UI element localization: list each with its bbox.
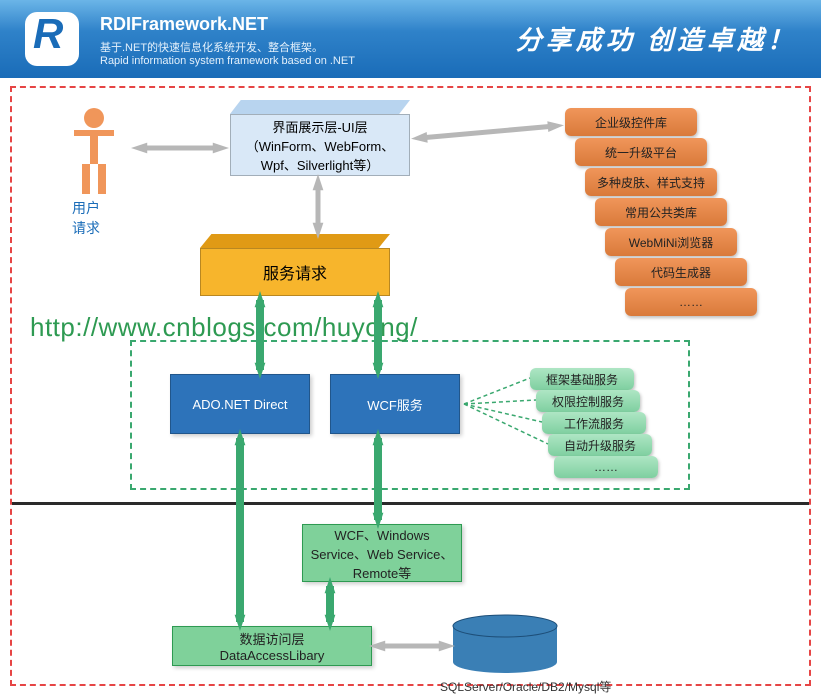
mint-pill: 权限控制服务 xyxy=(536,390,640,412)
logo-icon xyxy=(25,12,79,66)
ui-layer-box: 界面展示层-UI层（WinForm、WebForm、Wpf、Silverligh… xyxy=(230,100,410,176)
service-request-box: 服务请求 xyxy=(200,234,390,296)
data-access-layer-box: 数据访问层DataAccessLibary xyxy=(172,626,372,666)
user-icon xyxy=(64,106,124,196)
wcf-service-box: WCF服务 xyxy=(330,374,460,434)
mint-pill: 框架基础服务 xyxy=(530,368,634,390)
service-request-label: 服务请求 xyxy=(200,248,390,296)
user-label: 用户请求 xyxy=(72,198,100,238)
ui-layer-label: 界面展示层-UI层（WinForm、WebForm、Wpf、Silverligh… xyxy=(230,114,410,176)
title-sub2: Rapid information system framework based… xyxy=(100,55,355,67)
header: RDIFramework.NET 基于.NET的快速信息化系统开发、整合框架。 … xyxy=(0,0,821,78)
orange-pill: 代码生成器 xyxy=(615,258,747,286)
watermark-url: http://www.cnblogs.com/huyong/ xyxy=(30,312,418,343)
title-block: RDIFramework.NET 基于.NET的快速信息化系统开发、整合框架。 … xyxy=(100,14,355,67)
orange-pill: 多种皮肤、样式支持 xyxy=(585,168,717,196)
mint-pill: …… xyxy=(554,456,658,478)
slogan: 分享成功 创造卓越！ xyxy=(516,20,797,57)
remote-services-box: WCF、WindowsService、Web Service、Remote等 xyxy=(302,524,462,582)
orange-pill: …… xyxy=(625,288,757,316)
title-main: RDIFramework.NET xyxy=(100,14,355,35)
diagram-canvas: 用户请求 界面展示层-UI层（WinForm、WebForm、Wpf、Silve… xyxy=(0,78,821,692)
title-sub1: 基于.NET的快速信息化系统开发、整合框架。 xyxy=(100,39,355,55)
database-label: SQLServer/Oracle/DB2/Mysql等 xyxy=(440,678,611,695)
mint-pill: 工作流服务 xyxy=(542,412,646,434)
mint-pill: 自动升级服务 xyxy=(548,434,652,456)
orange-pill: 统一升级平台 xyxy=(575,138,707,166)
orange-pill: WebMiNi浏览器 xyxy=(605,228,737,256)
hr-separator xyxy=(12,502,809,505)
database-icon xyxy=(450,614,560,674)
orange-pill: 常用公共类库 xyxy=(595,198,727,226)
ado-net-box: ADO.NET Direct xyxy=(170,374,310,434)
orange-pill: 企业级控件库 xyxy=(565,108,697,136)
